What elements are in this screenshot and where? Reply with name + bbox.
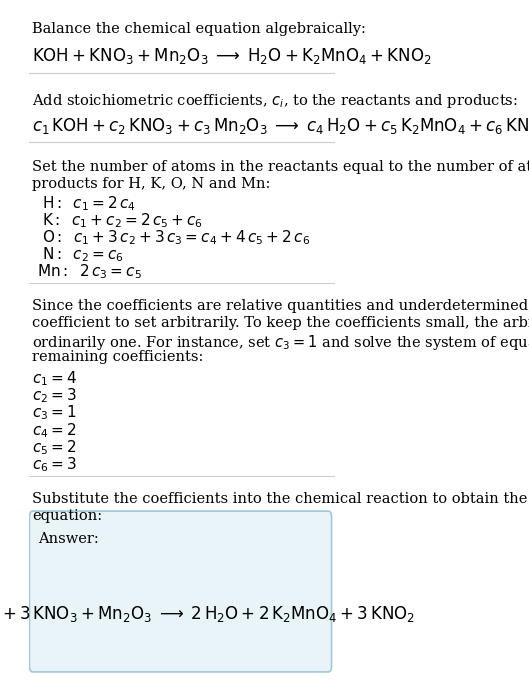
- Text: Add stoichiometric coefficients, $c_i$, to the reactants and products:: Add stoichiometric coefficients, $c_i$, …: [32, 91, 518, 110]
- Text: Substitute the coefficients into the chemical reaction to obtain the balanced: Substitute the coefficients into the che…: [32, 492, 529, 506]
- Text: $c_1 = 4$: $c_1 = 4$: [32, 370, 78, 388]
- FancyBboxPatch shape: [30, 511, 332, 672]
- Text: Answer:: Answer:: [39, 532, 99, 545]
- Text: $c_4 = 2$: $c_4 = 2$: [32, 421, 77, 440]
- Text: remaining coefficients:: remaining coefficients:: [32, 350, 204, 364]
- Text: $c_2 = 3$: $c_2 = 3$: [32, 387, 77, 405]
- Text: $4\,\mathrm{KOH} + 3\,\mathrm{KNO_3} + \mathrm{Mn_2O_3} \;\longrightarrow\; 2\,\: $4\,\mathrm{KOH} + 3\,\mathrm{KNO_3} + \…: [0, 604, 415, 624]
- Text: Since the coefficients are relative quantities and underdetermined, choose a: Since the coefficients are relative quan…: [32, 299, 529, 313]
- Text: Balance the chemical equation algebraically:: Balance the chemical equation algebraica…: [32, 22, 366, 36]
- Text: $\mathrm{N:}\;\; c_2 = c_6$: $\mathrm{N:}\;\; c_2 = c_6$: [42, 246, 123, 264]
- Text: ordinarily one. For instance, set $c_3 = 1$ and solve the system of equations fo: ordinarily one. For instance, set $c_3 =…: [32, 333, 529, 352]
- Text: products for H, K, O, N and Mn:: products for H, K, O, N and Mn:: [32, 177, 271, 191]
- Text: $c_6 = 3$: $c_6 = 3$: [32, 455, 77, 474]
- Text: $\mathrm{K:}\;\; c_1 + c_2 = 2\,c_5 + c_6$: $\mathrm{K:}\;\; c_1 + c_2 = 2\,c_5 + c_…: [42, 212, 203, 230]
- Text: $c_5 = 2$: $c_5 = 2$: [32, 438, 77, 457]
- Text: $c_3 = 1$: $c_3 = 1$: [32, 404, 77, 423]
- Text: $\mathrm{KOH + KNO_3 + Mn_2O_3 \;\longrightarrow\; H_2O + K_2MnO_4 + KNO_2}$: $\mathrm{KOH + KNO_3 + Mn_2O_3 \;\longri…: [32, 46, 432, 66]
- Text: $\mathrm{H:}\;\; c_1 = 2\,c_4$: $\mathrm{H:}\;\; c_1 = 2\,c_4$: [42, 194, 135, 213]
- Text: $\mathrm{O:}\;\; c_1 + 3\,c_2 + 3\,c_3 = c_4 + 4\,c_5 + 2\,c_6$: $\mathrm{O:}\;\; c_1 + 3\,c_2 + 3\,c_3 =…: [42, 229, 310, 247]
- Text: $\mathrm{Mn:}\;\; 2\,c_3 = c_5$: $\mathrm{Mn:}\;\; 2\,c_3 = c_5$: [37, 262, 142, 282]
- Text: equation:: equation:: [32, 509, 103, 523]
- Text: coefficient to set arbitrarily. To keep the coefficients small, the arbitrary va: coefficient to set arbitrarily. To keep …: [32, 316, 529, 330]
- Text: Set the number of atoms in the reactants equal to the number of atoms in the: Set the number of atoms in the reactants…: [32, 160, 529, 174]
- Text: $c_1\,\mathrm{KOH} + c_2\,\mathrm{KNO_3} + c_3\,\mathrm{Mn_2O_3} \;\longrightarr: $c_1\,\mathrm{KOH} + c_2\,\mathrm{KNO_3}…: [32, 115, 529, 135]
